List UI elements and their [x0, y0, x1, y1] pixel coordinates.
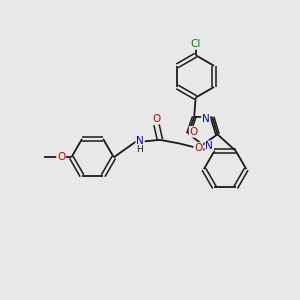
- Text: O: O: [152, 114, 160, 124]
- Text: N: N: [202, 114, 210, 124]
- Text: Cl: Cl: [190, 39, 201, 49]
- Text: O: O: [194, 143, 202, 153]
- Text: O: O: [190, 127, 198, 137]
- Text: H: H: [136, 145, 143, 154]
- Text: O: O: [57, 152, 65, 162]
- Text: N: N: [205, 141, 213, 151]
- Text: N: N: [136, 136, 144, 146]
